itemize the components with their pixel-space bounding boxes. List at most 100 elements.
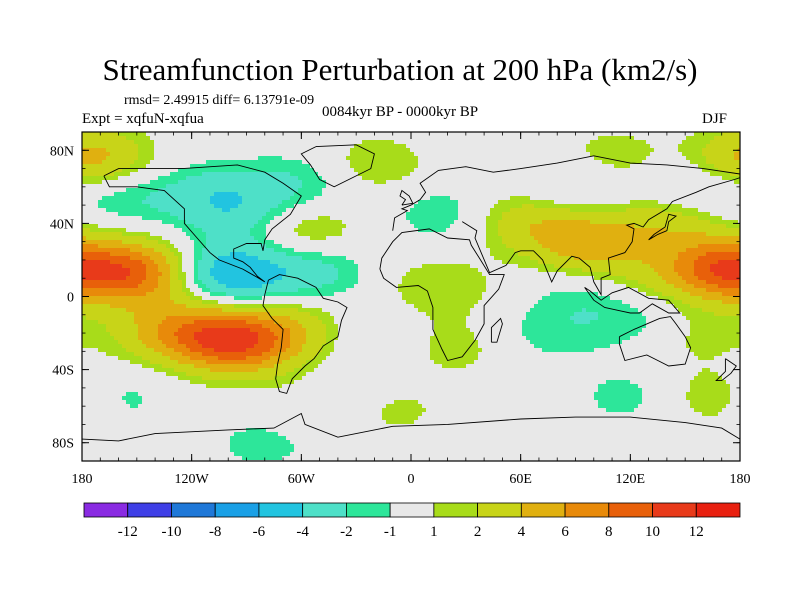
field-cell	[250, 180, 255, 185]
field-cell	[366, 156, 371, 161]
field-cell	[350, 164, 355, 169]
field-cell	[106, 232, 111, 237]
field-cell	[570, 248, 575, 253]
field-cell	[506, 228, 511, 233]
field-cell	[534, 148, 539, 153]
field-cell	[398, 156, 403, 161]
field-cell	[738, 200, 740, 205]
field-cell	[606, 136, 611, 141]
field-cell	[198, 168, 203, 173]
field-cell	[730, 192, 735, 197]
field-cell	[434, 200, 439, 205]
field-cell	[90, 196, 95, 201]
field-cell	[502, 240, 507, 245]
field-cell	[642, 200, 647, 205]
field-cell	[730, 232, 735, 237]
field-cell	[342, 156, 347, 161]
field-cell	[454, 148, 459, 153]
field-cell	[294, 176, 299, 181]
field-cell	[330, 232, 335, 237]
field-cell	[190, 240, 195, 245]
field-cell	[450, 224, 455, 229]
field-cell	[330, 180, 335, 185]
field-cell	[446, 164, 451, 169]
field-cell	[258, 220, 263, 225]
field-cell	[386, 188, 391, 193]
field-cell	[246, 212, 251, 217]
field-cell	[702, 216, 707, 221]
field-cell	[102, 192, 107, 197]
field-cell	[658, 224, 663, 229]
field-cell	[102, 168, 107, 173]
field-cell	[90, 236, 95, 241]
field-cell	[590, 172, 595, 177]
field-cell	[710, 152, 715, 157]
field-cell	[530, 152, 535, 157]
field-cell	[230, 200, 235, 205]
field-cell	[498, 172, 503, 177]
field-cell	[278, 176, 283, 181]
field-cell	[482, 140, 487, 145]
field-cell	[294, 224, 299, 229]
field-cell	[430, 184, 435, 189]
field-cell	[610, 136, 615, 141]
field-cell	[90, 188, 95, 193]
field-cell	[170, 136, 175, 141]
field-cell	[466, 204, 471, 209]
field-cell	[490, 232, 495, 237]
field-cell	[246, 196, 251, 201]
field-cell	[330, 228, 335, 233]
field-cell	[482, 156, 487, 161]
field-cell	[494, 224, 499, 229]
field-cell	[266, 156, 271, 161]
field-cell	[618, 148, 623, 153]
field-cell	[562, 228, 567, 233]
field-cell	[86, 172, 91, 177]
field-cell	[426, 216, 431, 221]
field-cell	[242, 184, 247, 189]
field-cell	[726, 204, 731, 209]
field-cell	[402, 228, 407, 233]
field-cell	[230, 160, 235, 165]
field-cell	[354, 172, 359, 177]
field-cell	[306, 184, 311, 189]
field-cell	[470, 156, 475, 161]
field-cell	[86, 216, 91, 221]
field-cell	[142, 132, 147, 137]
field-cell	[550, 164, 555, 169]
field-cell	[82, 188, 87, 193]
field-cell	[90, 168, 95, 173]
field-cell	[418, 232, 423, 237]
field-cell	[210, 212, 215, 217]
field-cell	[134, 184, 139, 189]
field-cell	[190, 224, 195, 229]
field-cell	[698, 140, 703, 145]
field-cell	[370, 136, 375, 141]
field-cell	[682, 148, 687, 153]
field-cell	[338, 204, 343, 209]
field-cell	[702, 196, 707, 201]
field-cell	[162, 216, 167, 221]
field-cell	[498, 196, 503, 201]
field-cell	[642, 224, 647, 229]
field-cell	[130, 248, 135, 253]
field-cell	[310, 132, 315, 137]
field-cell	[658, 244, 663, 249]
field-cell	[486, 156, 491, 161]
field-cell	[662, 196, 667, 201]
field-cell	[446, 200, 451, 205]
field-cell	[110, 208, 115, 213]
field-cell	[298, 172, 303, 177]
field-cell	[554, 208, 559, 213]
field-cell	[470, 208, 475, 213]
field-cell	[286, 196, 291, 201]
field-cell	[510, 184, 515, 189]
field-cell	[122, 200, 127, 205]
field-cell	[294, 192, 299, 197]
field-cell	[126, 144, 131, 149]
field-cell	[274, 236, 279, 241]
field-cell	[98, 192, 103, 197]
field-cell	[386, 248, 391, 253]
field-cell	[630, 132, 635, 137]
field-cell	[510, 152, 515, 157]
